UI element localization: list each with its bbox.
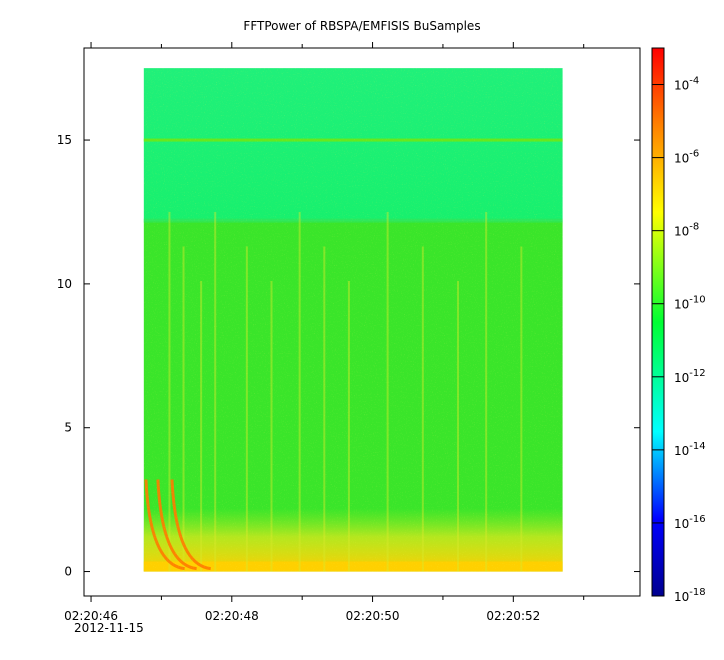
colorbar-tick-label: 10-16	[674, 514, 706, 531]
colorbar-tick-label: 10-12	[674, 368, 706, 385]
y-tick-label: 15	[57, 133, 72, 147]
x-tick-label: 02:20:50	[346, 609, 400, 623]
chart-title: FFTPower of RBSPA/EMFISIS BuSamples	[243, 19, 480, 33]
spectrogram-image	[143, 68, 563, 572]
x-tick-label: 02:20:48	[205, 609, 259, 623]
y-tick-label: 10	[57, 277, 72, 291]
colorbar-ticks: 10-4 10-6 10-8 10-10 10-12 10-14 10-16 10-18	[652, 76, 706, 604]
colorbar	[651, 47, 665, 597]
colorbar-tick-label: 10-18	[674, 587, 706, 604]
x-axis: 02:20:46 02:20:48 02:20:50 02:20:52	[64, 42, 585, 623]
y-tick-label: 5	[64, 421, 72, 435]
x-tick-label: 02:20:46	[64, 609, 118, 623]
x-tick-label: 02:20:52	[486, 609, 540, 623]
colorbar-tick-label: 10-4	[674, 76, 699, 93]
noise-texture	[143, 68, 563, 572]
y-tick-label: 0	[64, 565, 72, 579]
y-axis: 0 5 10 15	[57, 133, 640, 579]
x-axis-date-label: 2012-11-15	[74, 621, 144, 635]
colorbar-tick-label: 10-10	[674, 295, 706, 312]
colorbar-tick-label: 10-6	[674, 149, 699, 166]
colorbar-tick-label: 10-14	[674, 441, 706, 458]
colorbar-tick-label: 10-8	[674, 222, 699, 239]
